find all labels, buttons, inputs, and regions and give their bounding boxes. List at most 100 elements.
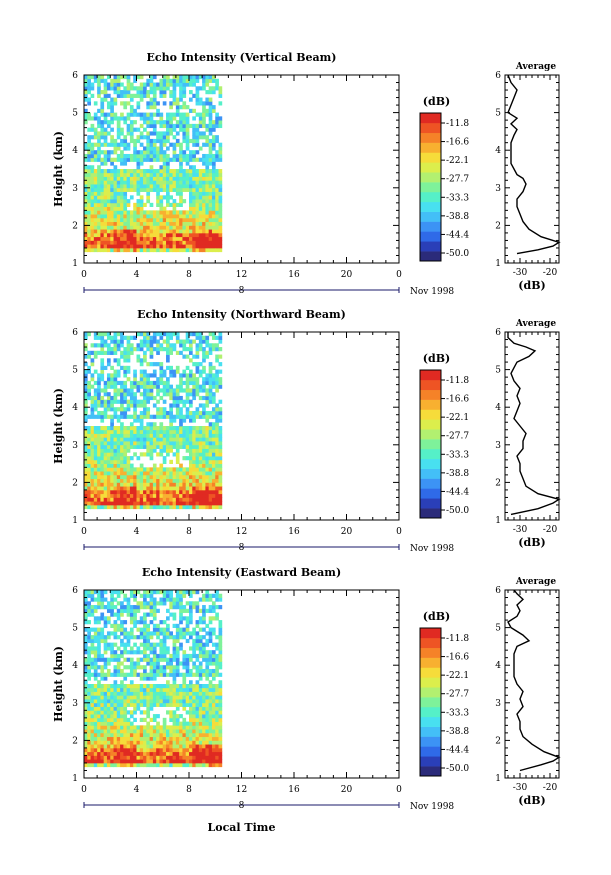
heatmap-cell xyxy=(103,343,108,348)
heatmap-cell xyxy=(169,180,173,185)
heatmap-cell xyxy=(175,714,180,719)
heatmap-cell xyxy=(162,172,167,177)
heatmap-cell xyxy=(166,131,170,136)
heatmap-cell xyxy=(93,232,98,238)
heatmap-cell xyxy=(100,90,105,95)
heatmap-cell xyxy=(169,695,173,700)
day-label: 8 xyxy=(239,286,245,296)
heatmap-cell xyxy=(202,597,206,602)
heatmap-cell xyxy=(211,474,216,480)
heatmap-cell xyxy=(185,78,190,83)
heatmap-cell xyxy=(97,153,101,159)
heatmap-cell xyxy=(100,478,105,483)
heatmap-cell xyxy=(169,687,173,692)
heatmap-cell xyxy=(175,635,180,640)
heatmap-cell xyxy=(179,210,183,215)
heatmap-cell xyxy=(172,478,177,483)
heatmap-cell xyxy=(110,105,114,110)
heatmap-cell xyxy=(218,217,223,223)
heatmap-cell xyxy=(205,214,210,219)
heatmap-cell xyxy=(169,127,173,132)
heatmap-cell xyxy=(126,482,131,487)
heatmap-cell xyxy=(110,172,114,177)
heatmap-cell xyxy=(172,388,177,393)
heatmap-cell xyxy=(211,236,216,241)
heatmap-cell xyxy=(93,729,98,734)
heatmap-cell xyxy=(185,759,190,764)
heatmap-cell xyxy=(152,463,157,468)
heatmap-cell xyxy=(106,217,111,223)
heatmap-cell xyxy=(159,229,164,234)
heatmap-cell xyxy=(149,661,154,666)
heatmap-cell xyxy=(100,751,105,756)
heatmap-cell xyxy=(218,123,223,129)
heatmap-cell xyxy=(208,195,213,200)
heatmap-cell xyxy=(106,93,111,98)
heatmap-cell xyxy=(211,380,216,386)
heatmap-cell xyxy=(133,142,137,147)
heatmap-cell xyxy=(103,116,108,121)
heatmap-cell xyxy=(179,635,183,640)
heatmap-cell xyxy=(215,414,219,419)
heatmap-cell xyxy=(205,501,210,506)
heatmap-cell xyxy=(152,82,157,87)
heatmap-cell xyxy=(215,474,219,480)
heatmap-cell xyxy=(120,75,124,80)
heatmap-cell xyxy=(185,736,190,741)
heatmap-cell xyxy=(215,504,219,510)
heatmap-cell xyxy=(123,247,128,253)
heatmap-cell xyxy=(202,467,206,472)
heatmap-cell xyxy=(84,332,88,337)
heatmap-cell xyxy=(162,433,167,438)
heatmap-cell xyxy=(198,221,203,226)
heatmap-cell xyxy=(205,399,210,404)
heatmap-cell xyxy=(113,452,118,457)
heatmap-cell xyxy=(192,240,196,245)
heatmap-cell xyxy=(146,199,151,204)
heatmap-cell xyxy=(136,736,141,741)
heatmap-cell xyxy=(97,650,101,655)
heatmap-cell xyxy=(126,90,131,95)
heatmap-cell xyxy=(146,653,151,659)
heatmap-cell xyxy=(97,452,101,457)
heatmap-cell xyxy=(202,702,206,707)
heatmap-cell xyxy=(116,426,121,431)
average-frame xyxy=(504,331,560,521)
heatmap-cell xyxy=(175,684,180,689)
heatmap-cell xyxy=(120,426,124,431)
heatmap-cell xyxy=(172,695,177,700)
heatmap-cell xyxy=(143,627,147,632)
heatmap-cell xyxy=(202,172,206,177)
heatmap-cell xyxy=(198,444,203,449)
heatmap-cell xyxy=(211,497,216,502)
heatmap-cell xyxy=(159,373,164,378)
heatmap-cell xyxy=(202,108,206,113)
heatmap-cell xyxy=(189,206,193,211)
heatmap-cell xyxy=(120,217,124,223)
heatmap-cell xyxy=(175,350,180,355)
heatmap-cell xyxy=(208,721,213,726)
heatmap-cell xyxy=(139,684,144,689)
heatmap-cell xyxy=(113,590,118,595)
heatmap-cell xyxy=(87,762,91,768)
heatmap-cell xyxy=(195,638,200,644)
heatmap-cell xyxy=(159,478,164,483)
heatmap-cell xyxy=(175,335,180,340)
heatmap-cell xyxy=(113,695,118,700)
heatmap-cell xyxy=(110,180,114,185)
heatmap-cell xyxy=(103,657,108,662)
heatmap-cell xyxy=(90,463,95,468)
heatmap-cell xyxy=(185,489,190,495)
heatmap-cell xyxy=(84,377,88,382)
heatmap-cell xyxy=(120,627,124,632)
heatmap-cell xyxy=(192,135,196,140)
heatmap-cell xyxy=(179,187,183,192)
heatmap-cell xyxy=(169,467,173,472)
heatmap-cell xyxy=(97,482,101,487)
heatmap-cell xyxy=(149,605,154,610)
heatmap-cell xyxy=(97,762,101,768)
heatmap-cell xyxy=(159,744,164,749)
heatmap-cell xyxy=(175,661,180,666)
heatmap-cell xyxy=(152,142,157,147)
heatmap-cell xyxy=(113,392,118,397)
